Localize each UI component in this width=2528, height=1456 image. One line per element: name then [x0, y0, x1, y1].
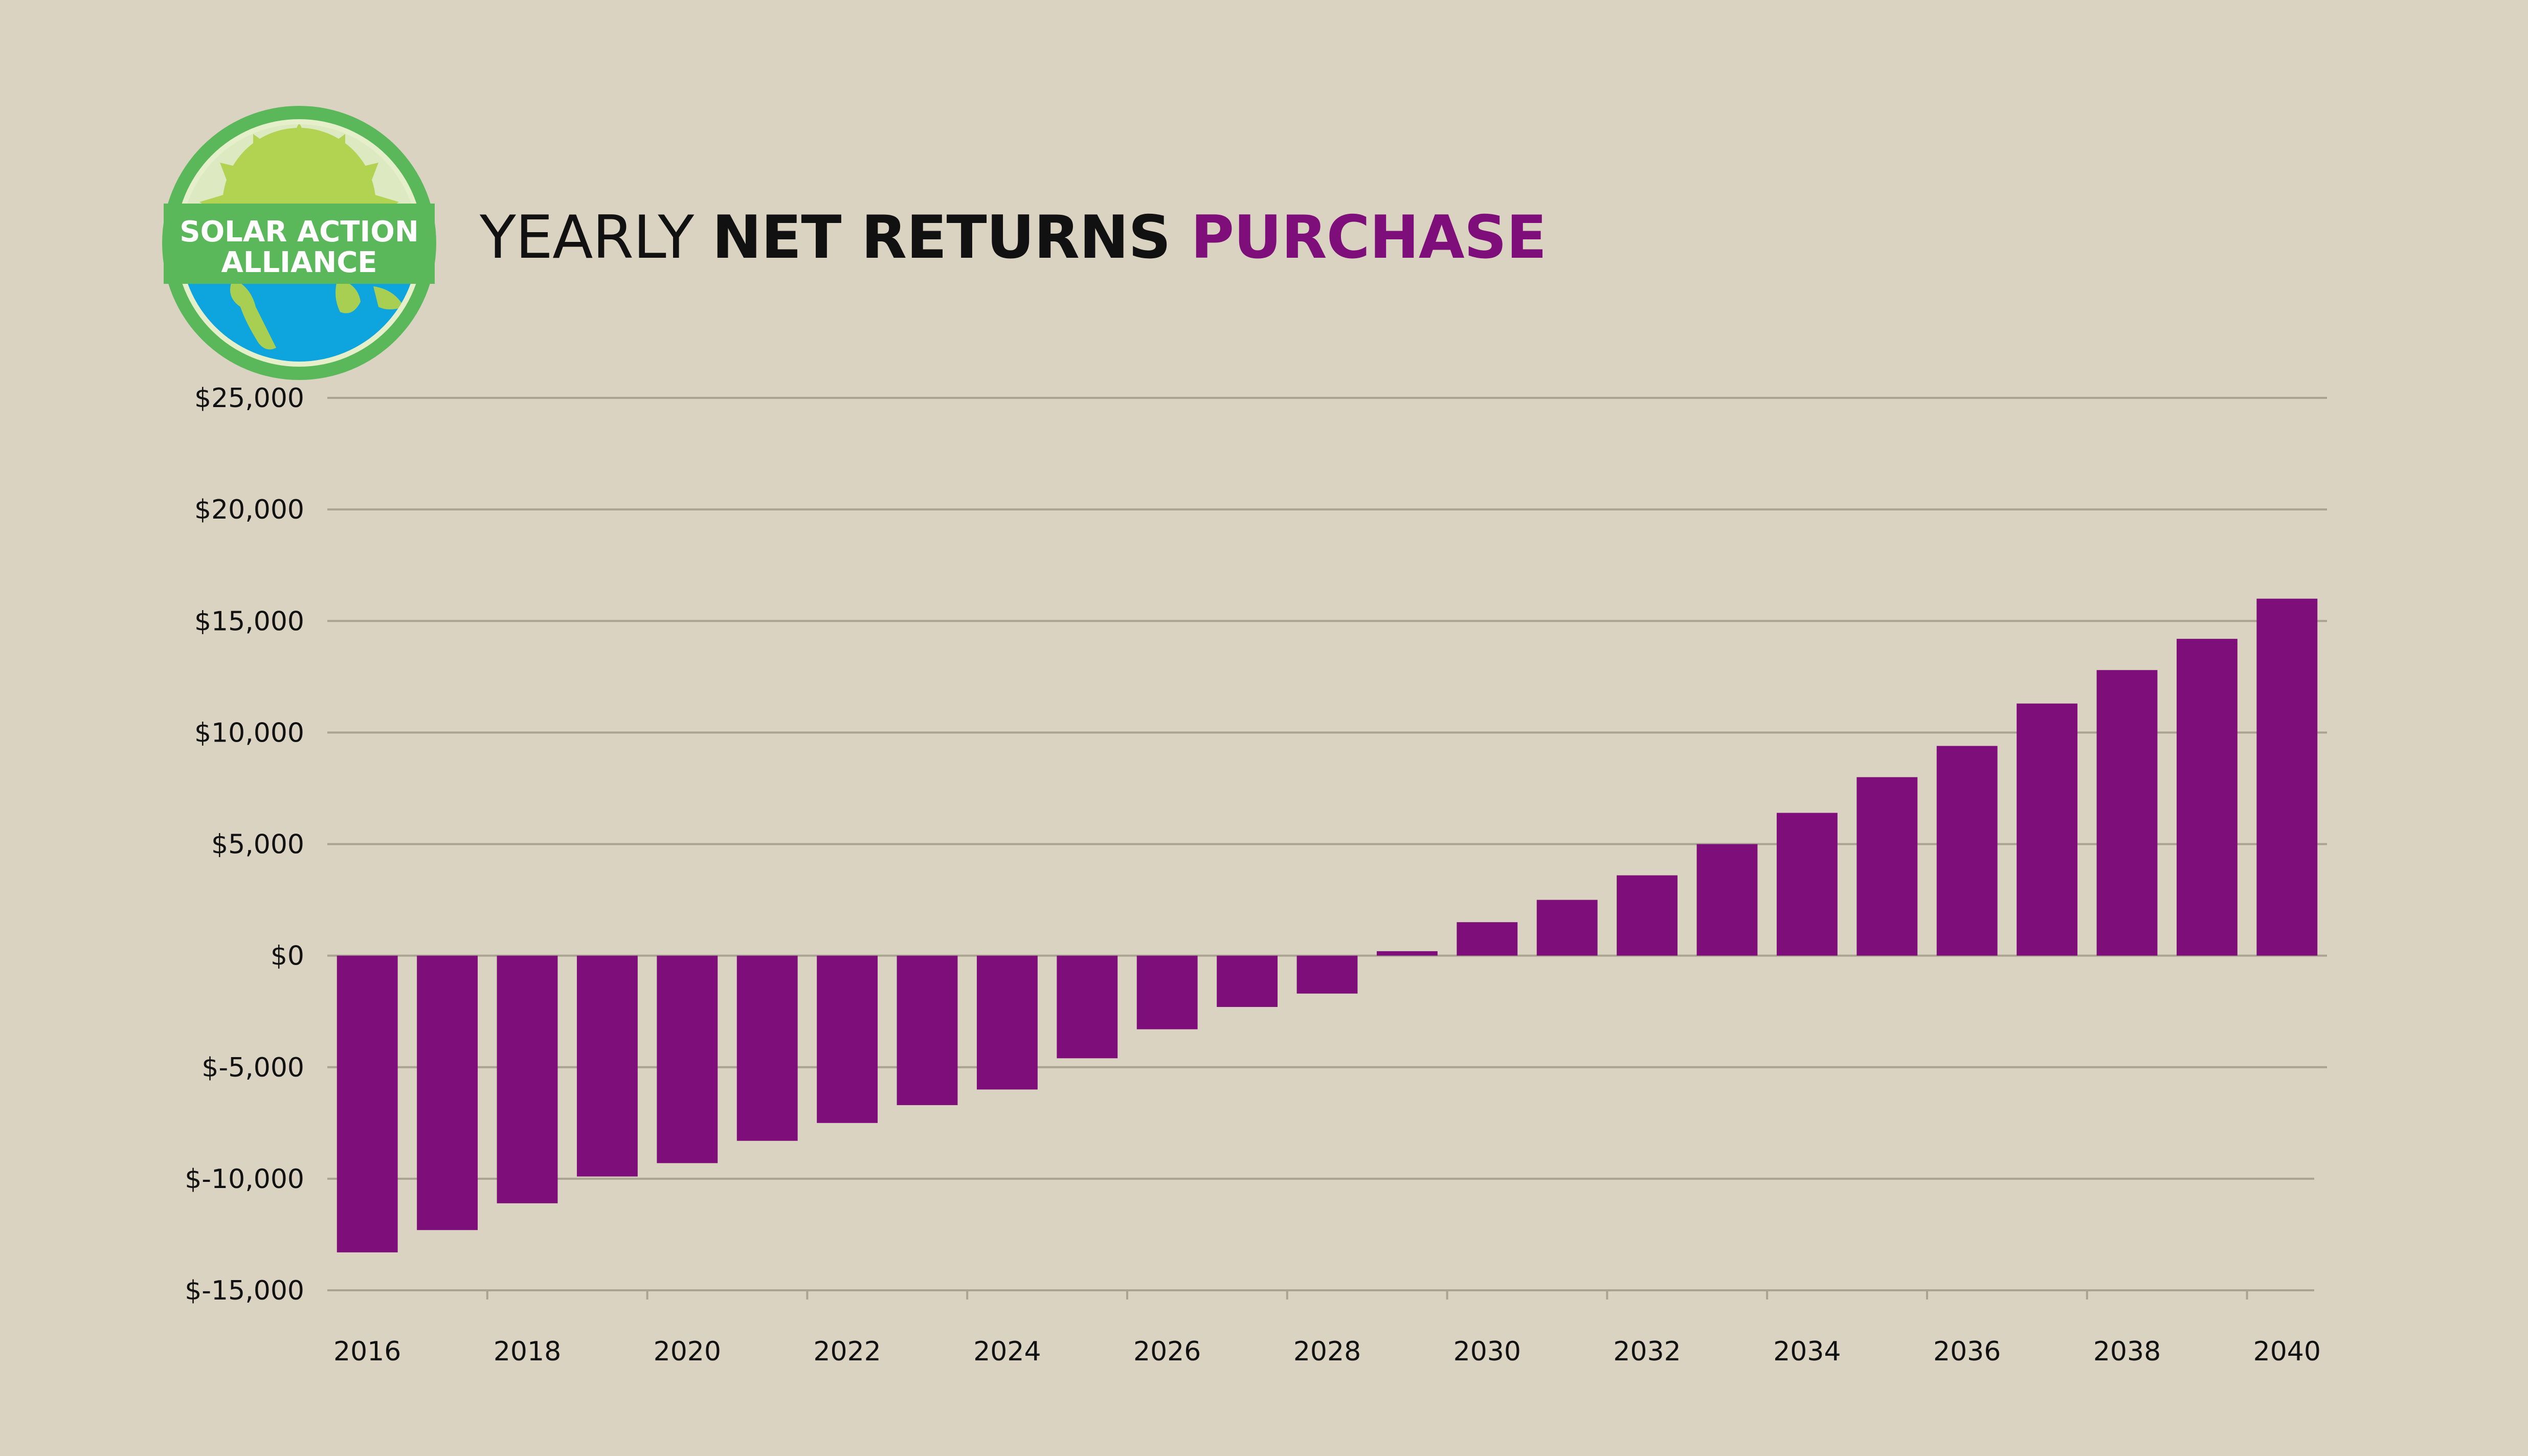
x-tick-label: 2038 [2093, 1336, 2161, 1367]
x-tick-label: 2028 [1293, 1336, 1361, 1367]
bar-2039 [2176, 639, 2238, 956]
bar-2033 [1696, 844, 1758, 956]
bars [337, 598, 2318, 1252]
bar-2025 [1057, 955, 1118, 1059]
x-tick-label: 2030 [1453, 1336, 1521, 1367]
y-tick-label: $15,000 [194, 606, 304, 637]
bar-2030 [1457, 922, 1518, 956]
logo-text-line1: SOLAR ACTION [180, 215, 419, 249]
bar-2020 [657, 955, 718, 1163]
x-ticks [486, 1290, 2248, 1300]
x-tick-label: 2026 [1133, 1336, 1201, 1367]
y-tick-label: $20,000 [194, 495, 304, 525]
bar-2038 [2096, 670, 2158, 956]
bar-2023 [897, 955, 958, 1105]
title-part-purchase: PURCHASE [1191, 203, 1547, 272]
bar-2034 [1776, 813, 1838, 956]
x-tick-labels: 2016 2018 2020 2022 2024 2026 2028 2030 2032 2034… [333, 1336, 2321, 1367]
y-tick-label: $-5,000 [202, 1052, 304, 1083]
title-part-net-returns: NET RETURNS [712, 203, 1191, 272]
x-tick-label: 2018 [494, 1336, 561, 1367]
x-tick-label: 2040 [2253, 1336, 2321, 1367]
bar-2029 [1376, 951, 1438, 956]
x-tick-label: 2020 [654, 1336, 721, 1367]
x-tick-label: 2036 [1933, 1336, 2001, 1367]
logo-text-line2: ALLIANCE [221, 246, 377, 279]
y-tick-labels: $25,000 $20,000 $15,000 $10,000 $5,000 $0 $-5,… [185, 383, 304, 1306]
bar-2028 [1296, 955, 1358, 994]
x-tick-label: 2016 [333, 1336, 401, 1367]
chart-title: YEARLY NET RETURNS PURCHASE [480, 197, 1547, 279]
logo-banner [164, 204, 435, 284]
bar-2037 [2017, 703, 2078, 956]
bar-2021 [736, 955, 798, 1141]
bar-2027 [1217, 955, 1278, 1007]
y-tick-label: $10,000 [194, 718, 304, 748]
bar-2018 [497, 955, 558, 1203]
y-tick-label: $-10,000 [185, 1164, 304, 1195]
x-tick-label: 2034 [1773, 1336, 1841, 1367]
bar-2026 [1136, 955, 1198, 1029]
x-tick-label: 2022 [813, 1336, 881, 1367]
x-tick-label: 2032 [1613, 1336, 1681, 1367]
bar-2031 [1536, 900, 1598, 956]
solar-action-alliance-logo: SOLAR ACTION ALLIANCE [162, 106, 436, 380]
bar-2036 [1936, 746, 1998, 956]
bar-2022 [817, 955, 878, 1123]
bar-2017 [417, 955, 478, 1230]
bar-2040 [2256, 598, 2318, 956]
y-tick-label: $0 [271, 941, 304, 972]
y-tick-label: $25,000 [194, 383, 304, 414]
bar-2019 [576, 955, 638, 1177]
y-tick-label: $5,000 [211, 830, 304, 860]
y-tick-label: $-15,000 [185, 1275, 304, 1306]
bar-2024 [976, 955, 1038, 1090]
bar-2016 [337, 955, 398, 1252]
x-tick-label: 2024 [973, 1336, 1041, 1367]
title-part-yearly: YEARLY [480, 203, 712, 272]
bar-2035 [1856, 777, 1918, 956]
bar-2032 [1617, 875, 1678, 956]
